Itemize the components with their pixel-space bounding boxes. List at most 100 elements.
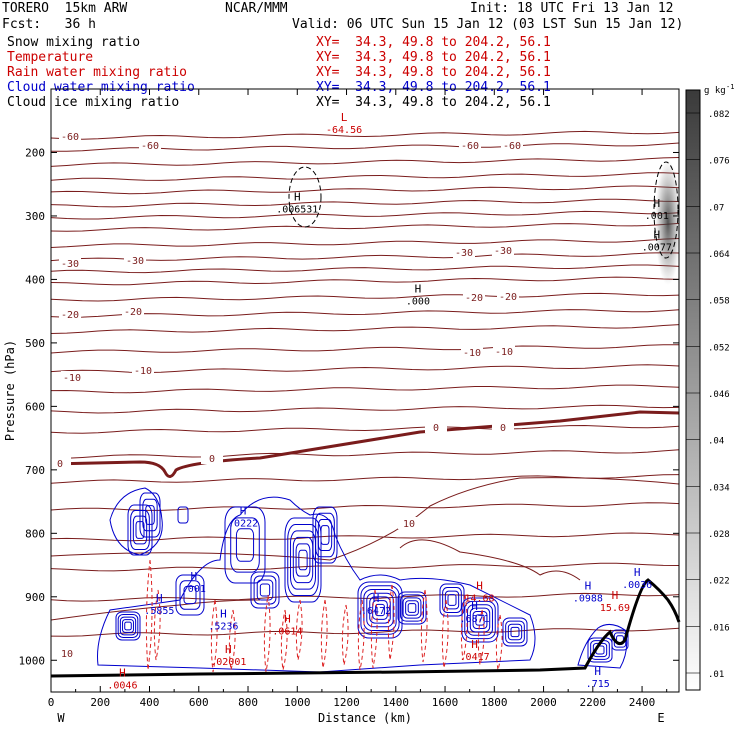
x-end-label-west: W (57, 711, 65, 725)
isotherm-label-bg (132, 364, 154, 376)
isotherm-label: -60 (461, 141, 479, 152)
isotherm-label: -20 (61, 310, 79, 321)
rain-contour (357, 599, 365, 671)
colorbar-tick-label: .064 (708, 250, 730, 260)
extremum-value: -64.56 (326, 125, 362, 136)
y-axis-label: Pressure (hPa) (3, 340, 17, 441)
cloud-water-contour (439, 583, 465, 617)
cloud-water-contour (447, 594, 457, 606)
isotherm-label-bg (49, 457, 71, 469)
extremum-value: .6472 (361, 606, 391, 617)
isotherm-label: -10 (63, 373, 81, 384)
field-label-cloud-water: Cloud water mixing ratio (7, 80, 195, 95)
cloud-water-contour (475, 614, 485, 626)
extrema-labels: L-64.56H.006531H.000H.001H.0077H.0222H.0… (107, 111, 672, 691)
extremum-value: .0417 (460, 652, 490, 663)
isotherm-label-bg (56, 647, 78, 659)
forecast-hour: Fcst: 36 h (2, 17, 96, 32)
cloud-water-contour (444, 590, 460, 610)
isotherm-line (50, 309, 680, 318)
mixing-ratio-contours (50, 160, 681, 678)
ice-contour (653, 161, 679, 259)
cloud-water-contour (369, 596, 391, 624)
rain-contour (460, 594, 468, 661)
isotherm-label: -20 (465, 293, 483, 304)
cloud-water-contour (320, 525, 330, 545)
rain-contour (320, 599, 328, 669)
cloud-water-contour (505, 620, 525, 644)
isotherm-line (50, 292, 680, 302)
rain-contour (280, 609, 288, 671)
isotherm-label: -60 (503, 141, 521, 152)
isotherm-line (50, 502, 680, 511)
x-tick-label: 800 (238, 696, 258, 709)
isotherm-10-line (50, 477, 680, 561)
extremum-value: .0046 (107, 680, 137, 691)
y-tick-label: 900 (25, 591, 45, 604)
isotherm-line (50, 264, 680, 274)
field-label-cloud-ice: Cloud ice mixing ratio (7, 95, 180, 110)
extremum-marker: H (415, 282, 422, 295)
extremum-value: .001 (645, 211, 669, 222)
isotherm-label-bg (501, 139, 523, 151)
y-tick-label: 1000 (19, 654, 46, 667)
field-label-temperature: Temperature (7, 50, 94, 65)
colorbar-tick-label: .046 (708, 390, 730, 400)
extremum-marker: H (585, 580, 592, 593)
model-title: TORERO 15km ARW (2, 1, 128, 16)
cloud-water-contour (472, 611, 488, 629)
cloud-water-contour (142, 498, 158, 532)
isotherm-label-bg (493, 345, 515, 357)
isotherm-label-bg (492, 421, 514, 433)
isotherm-line (50, 592, 680, 602)
isotherm-line (50, 130, 680, 140)
isotherm-label: 0 (500, 423, 506, 434)
cloud-water-contour (360, 585, 400, 635)
isotherm-label-bg (425, 421, 447, 433)
temperature-isotherms: -60 -60 -60 -60 -30 -30 -30 -30 -20 -20 -20 -20 -10 -… (49, 130, 680, 660)
isotherm-label-bg (59, 308, 81, 320)
cloud-water-contour (402, 597, 422, 619)
cloud-water-contour (407, 603, 417, 613)
isotherm-line (50, 324, 680, 334)
cloud-water-contour (317, 518, 333, 552)
cloud-water-contour (175, 574, 205, 616)
isotherm-line (50, 384, 680, 394)
colorbar: g kg -1 .01 .016 .022 .028 .034 .04 .046 .052 .058… (685, 83, 734, 691)
cloud-water-contour (145, 505, 155, 525)
colorbar-tick-label: .04 (708, 437, 724, 447)
extremum-value: 15.69 (600, 603, 630, 614)
isotherm-line (50, 474, 680, 484)
cloud-water-contour (502, 617, 528, 647)
cloud-water-contour (590, 640, 610, 660)
isotherm-label: 0 (57, 459, 63, 470)
cloud-water-contour (298, 549, 308, 571)
cloud-water-contour (235, 528, 255, 562)
isotherm-line (50, 344, 680, 354)
colorbar-tick-label: .076 (708, 157, 730, 167)
cloud-water-contour (183, 585, 197, 605)
cloud-water-contour (467, 604, 493, 636)
terrain-line (50, 578, 681, 678)
extremum-value: .6871 (460, 614, 490, 625)
isotherm-line (50, 252, 680, 262)
x-axis-label: Distance (km) (318, 711, 412, 725)
extremum-value: .006531 (276, 204, 318, 215)
cloud-water-contour (115, 611, 141, 641)
rain-contour (153, 589, 161, 661)
extremum-marker: H (471, 638, 478, 651)
colorbar-tick-label: .082 (708, 110, 730, 120)
field-xy-cloud-water: XY= 34.3, 49.8 to 204.2, 56.1 (316, 80, 551, 95)
ice-shading (655, 160, 681, 285)
isotherm-label: 0 (209, 454, 215, 465)
field-label-rain: Rain water mixing ratio (7, 65, 188, 80)
isotherm-line (50, 404, 680, 414)
extremum-marker: H (240, 505, 247, 518)
extremum-value: .715 (586, 679, 610, 690)
isotherm-label-bg (59, 130, 81, 142)
colorbar-tick-label: .07 (708, 203, 724, 213)
x-tick-label: 200 (90, 696, 110, 709)
cloud-water-outline (577, 624, 628, 669)
cloud-water-outline (109, 487, 163, 556)
